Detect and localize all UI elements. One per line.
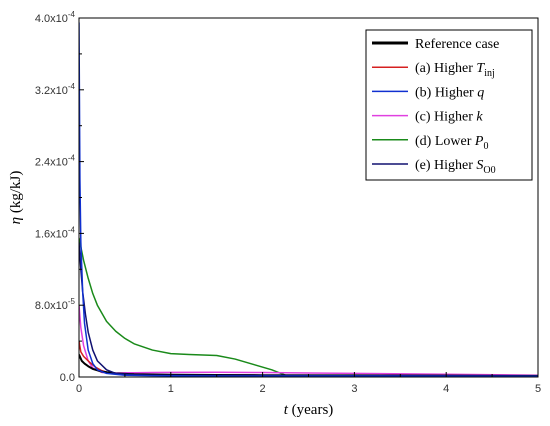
y-tick-label-3: 2.4x10-4 — [35, 154, 76, 169]
legend-entry-1: (a) Higher Tinj — [415, 61, 495, 79]
y-tick-label-4: 3.2x10-4 — [35, 82, 76, 97]
ticks-layer: 0 1 2 3 4 5 0.0 8.0x10-5 1.6x10-4 2.4x10-4 3.2x10-… — [35, 10, 541, 395]
series-line-2 — [79, 22, 538, 377]
legend-entry-2: (b) Higher q — [415, 85, 484, 100]
legend-entry-4: (d) Lower P0 — [415, 134, 488, 152]
legend: Reference case (a) Higher Tinj (b) Higher … — [365, 29, 533, 181]
y-tick-label-5: 4.0x10-4 — [35, 10, 76, 25]
series-layer — [79, 22, 538, 377]
x-tick-label-3: 3 — [351, 383, 357, 395]
y-axis-title: η (kg/kJ) — [8, 171, 24, 225]
legend-entry-3: (c) Higher k — [415, 110, 483, 125]
y-tick-label-1: 8.0x10-5 — [35, 297, 76, 312]
x-tick-label-1: 1 — [168, 383, 174, 395]
x-tick-label-0: 0 — [76, 383, 82, 395]
x-tick-label-5: 5 — [535, 383, 541, 395]
series-line-1 — [79, 340, 538, 377]
legend-entry-5: (e) Higher SO0 — [415, 158, 496, 176]
y-tick-label-0: 0.0 — [60, 372, 75, 384]
series-line-3 — [79, 305, 538, 376]
series-line-5 — [79, 242, 538, 377]
legend-entry-0: Reference case — [415, 37, 499, 52]
y-tick-label-2: 1.6x10-4 — [35, 225, 76, 240]
x-tick-label-4: 4 — [443, 383, 449, 395]
x-axis-title: t (years) — [284, 402, 334, 418]
legend-box — [365, 29, 533, 181]
x-tick-label-2: 2 — [260, 383, 266, 395]
series-line-4 — [79, 237, 538, 377]
